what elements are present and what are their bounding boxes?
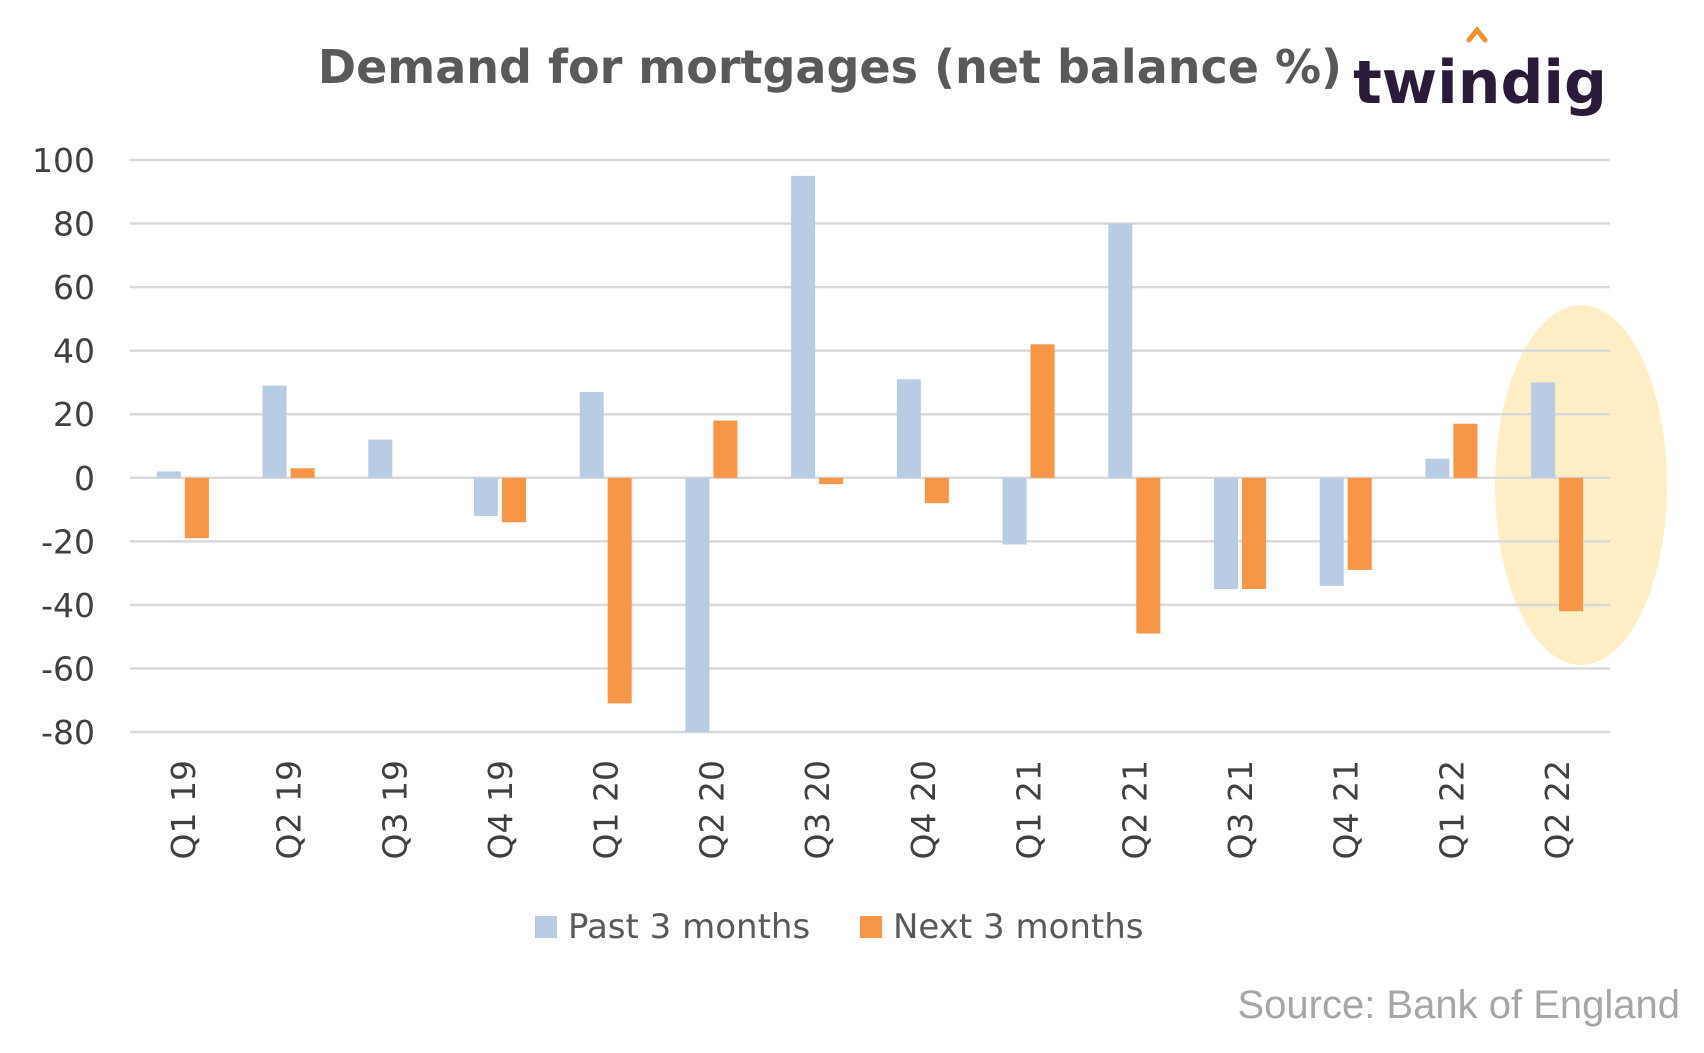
- x-tick-label: Q1 21: [1010, 760, 1049, 859]
- x-tick-label: Q3 21: [1221, 760, 1260, 859]
- x-tick-label: Q1 22: [1432, 760, 1471, 859]
- y-tick-label: -60: [41, 649, 95, 688]
- bar-next-3-months: [1136, 477, 1161, 634]
- y-tick-label: 100: [32, 141, 95, 180]
- bar-next-3-months: [1559, 477, 1584, 612]
- legend-label: Next 3 months: [893, 907, 1144, 947]
- bar-next-3-months: [290, 468, 315, 478]
- brand-logo: twindig: [1353, 25, 1607, 118]
- bar-past-3-months: [1002, 477, 1027, 545]
- chart-title: Demand for mortgages (net balance %): [318, 40, 1342, 94]
- x-tick-label: Q2 20: [692, 760, 731, 859]
- bar-next-3-months: [713, 420, 738, 478]
- y-tick-label: 80: [53, 205, 95, 244]
- bar-past-3-months: [1108, 223, 1133, 478]
- x-tick-label: Q1 20: [587, 760, 626, 859]
- x-axis: Q1 19 Q2 19 Q3 19 Q4 19 Q1 20 Q2 20 Q3 20 Q4 20…: [164, 760, 1577, 859]
- legend-swatch: [860, 916, 882, 938]
- bar-past-3-months: [896, 379, 921, 478]
- y-axis: 100 80 60 40 20 0 -20 -40 -60 -80: [32, 141, 95, 752]
- gridlines: [130, 158, 1610, 734]
- y-tick-label: -80: [41, 713, 95, 752]
- bar-next-3-months: [502, 477, 526, 523]
- bar-next-3-months: [607, 477, 632, 704]
- bar-past-3-months: [579, 391, 604, 478]
- bar-past-3-months: [156, 471, 181, 478]
- bar-next-3-months: [924, 477, 949, 504]
- bar-past-3-months: [474, 477, 498, 516]
- x-tick-label: Q2 19: [270, 760, 309, 859]
- y-tick-label: -20: [41, 522, 95, 561]
- y-tick-label: 40: [53, 332, 95, 371]
- y-tick-label: -40: [41, 586, 95, 625]
- bar-past-3-months: [368, 439, 393, 478]
- bar-past-3-months: [1214, 477, 1238, 589]
- x-tick-label: Q2 22: [1538, 760, 1577, 859]
- y-tick-label: 0: [74, 459, 95, 498]
- bar-past-3-months: [685, 477, 710, 732]
- x-tick-label: Q4 20: [904, 760, 943, 859]
- bars: [156, 175, 1584, 732]
- source-note: Source: Bank of England: [1237, 983, 1680, 1027]
- bar-past-3-months: [1531, 382, 1556, 478]
- x-tick-label: Q3 19: [375, 760, 414, 859]
- bar-past-3-months: [791, 175, 816, 478]
- x-tick-label: Q4 21: [1327, 760, 1366, 859]
- brand-name: twindig: [1353, 48, 1607, 118]
- bar-next-3-months: [1347, 477, 1372, 570]
- bar-next-3-months: [1242, 477, 1266, 589]
- bar-next-3-months: [819, 477, 844, 485]
- bar-past-3-months: [262, 385, 287, 478]
- legend-label: Past 3 months: [568, 907, 810, 947]
- bar-next-3-months: [184, 477, 209, 539]
- bar-past-3-months: [1319, 477, 1344, 586]
- bar-next-3-months: [1030, 344, 1055, 478]
- bar-past-3-months: [1425, 458, 1450, 478]
- legend-swatch: [535, 916, 557, 938]
- x-tick-label: Q2 21: [1115, 760, 1154, 859]
- y-tick-label: 60: [53, 268, 95, 307]
- y-tick-label: 20: [53, 395, 95, 434]
- bar-next-3-months: [1453, 423, 1478, 478]
- legend: Past 3 months Next 3 months: [535, 907, 1144, 947]
- x-tick-label: Q3 20: [798, 760, 837, 859]
- brand-accent-mark: [1466, 25, 1488, 43]
- x-tick-label: Q1 19: [164, 760, 203, 859]
- x-tick-label: Q4 19: [481, 760, 520, 859]
